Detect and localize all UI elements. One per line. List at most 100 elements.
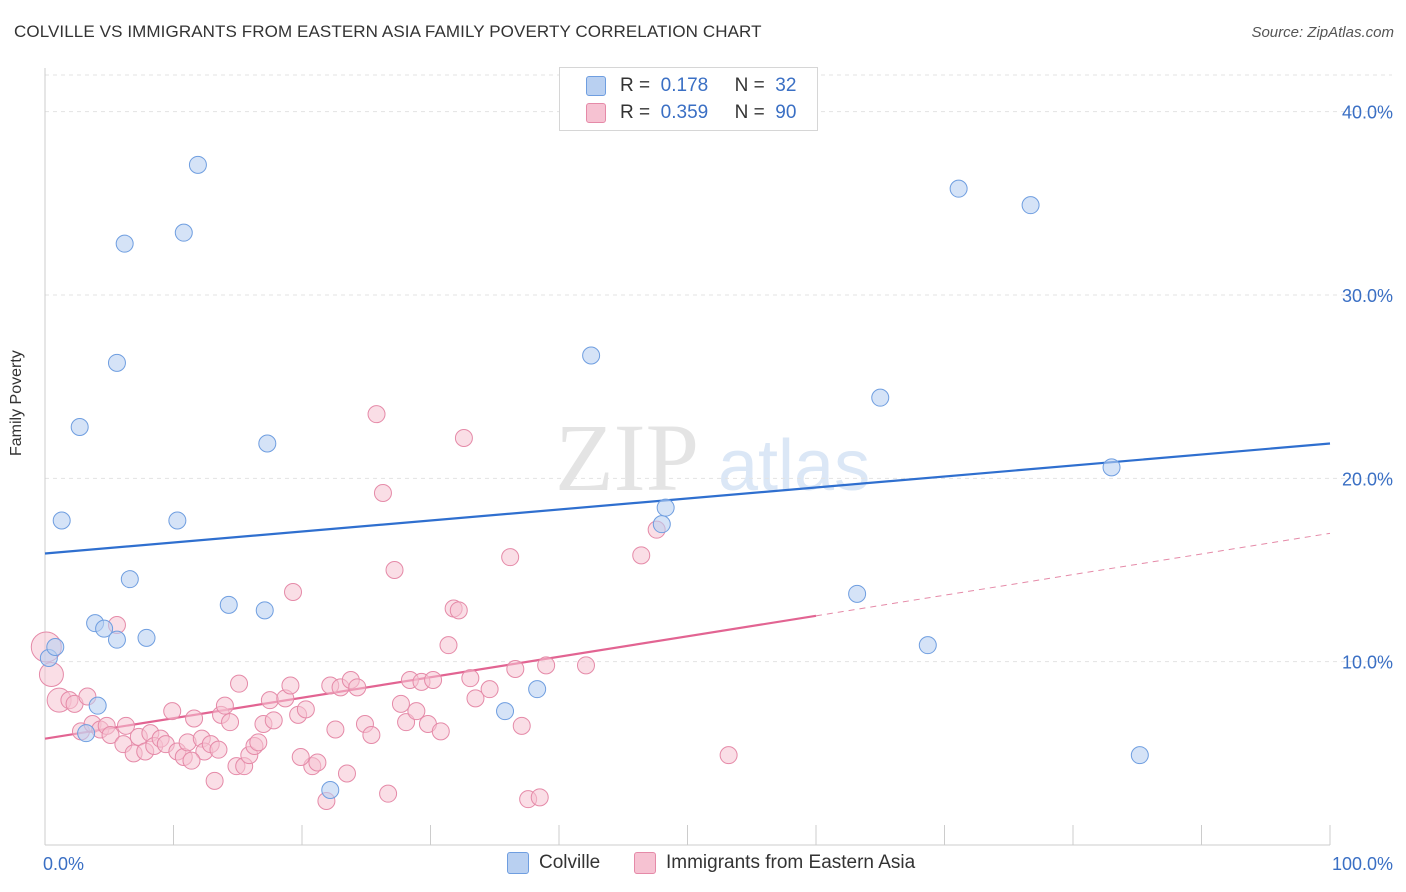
legend-r-label: R =: [620, 75, 651, 96]
data-point-colville: [656, 498, 675, 517]
data-point-colville: [918, 636, 937, 655]
axes: [44, 68, 1331, 846]
legend-swatch-colville: [586, 76, 606, 96]
source-label: Source: ZipAtlas.com: [1251, 24, 1394, 41]
data-point-colville: [168, 511, 187, 530]
bottom-legend-swatch-immigrants: [634, 852, 656, 874]
data-point-immigrants: [449, 601, 468, 620]
data-point-colville: [52, 511, 71, 530]
legend-r-value: 0.178: [660, 75, 709, 96]
data-point-immigrants: [512, 716, 531, 735]
data-point-immigrants: [530, 788, 549, 807]
series-immigrants-eastern-asia: [30, 405, 738, 810]
chart-title: COLVILLE VS IMMIGRANTS FROM EASTERN ASIA…: [14, 22, 762, 41]
data-point-colville: [70, 418, 89, 436]
series-colville: [39, 155, 1149, 799]
data-point-immigrants: [385, 561, 404, 579]
data-point-immigrants: [362, 726, 381, 744]
data-point-colville: [219, 595, 238, 614]
data-point-immigrants: [205, 771, 224, 790]
data-point-immigrants: [101, 726, 120, 744]
data-point-immigrants: [454, 429, 473, 447]
legend-n-value: 90: [775, 102, 797, 123]
data-point-colville: [871, 388, 890, 407]
data-point-immigrants: [185, 709, 204, 728]
data-point-colville: [107, 630, 126, 649]
data-point-immigrants: [397, 713, 416, 732]
y-tick-label: 20.0%: [1342, 469, 1393, 489]
data-point-immigrants: [215, 696, 234, 715]
data-point-colville: [848, 584, 867, 603]
data-point-colville: [137, 628, 156, 647]
data-point-immigrants: [291, 748, 310, 766]
data-point-colville: [255, 601, 274, 620]
data-point-colville: [95, 619, 114, 638]
watermark-zip: ZIP: [555, 404, 699, 511]
data-point-immigrants: [407, 702, 426, 721]
bottom-legend-colville: Colville: [507, 852, 600, 874]
data-point-immigrants: [719, 746, 738, 765]
data-point-immigrants: [461, 669, 480, 688]
data-point-immigrants: [439, 636, 458, 655]
correlation-legend: R = 0.178 N = 32 R = 0.359 N = 90: [559, 67, 818, 131]
data-point-immigrants: [431, 722, 450, 741]
bottom-legend-label: Colville: [539, 852, 601, 873]
data-point-immigrants: [296, 700, 315, 719]
legend-n-label: N =: [734, 102, 765, 123]
bottom-legend-label: Immigrants from Eastern Asia: [666, 852, 916, 873]
x-tick-label-end: 100.0%: [1332, 854, 1393, 874]
data-point-colville: [258, 434, 277, 453]
data-point-colville: [88, 696, 107, 715]
data-point-colville: [174, 223, 193, 242]
data-point-colville: [528, 680, 547, 699]
data-point-immigrants: [221, 713, 240, 732]
data-point-immigrants: [632, 546, 651, 565]
data-point-immigrants: [367, 405, 386, 424]
legend-r-value: 0.359: [660, 102, 709, 123]
data-point-colville: [115, 234, 134, 253]
data-point-immigrants: [284, 583, 303, 601]
data-point-immigrants: [308, 753, 327, 772]
tick-labels: 10.0% 20.0% 30.0% 40.0% 0.0% 100.0%: [43, 103, 1393, 874]
data-point-immigrants: [480, 680, 499, 699]
data-point-colville: [652, 515, 671, 534]
x-tick-label-start: 0.0%: [43, 854, 84, 874]
data-point-immigrants: [163, 702, 182, 721]
data-point-colville: [321, 781, 340, 799]
data-point-colville: [107, 353, 126, 372]
data-point-immigrants: [466, 689, 485, 708]
data-point-immigrants: [249, 733, 268, 752]
data-point-colville: [1102, 458, 1121, 477]
legend-n-value: 32: [775, 75, 797, 96]
legend-row-colville: R = 0.178 N = 32: [586, 74, 796, 98]
data-point-colville: [496, 702, 515, 721]
data-point-colville: [46, 638, 65, 656]
data-point-immigrants: [209, 740, 228, 759]
y-tick-label: 30.0%: [1342, 286, 1393, 306]
watermark: ZIP atlas: [555, 404, 870, 511]
data-point-immigrants: [373, 484, 392, 502]
data-point-immigrants: [501, 548, 520, 567]
data-point-immigrants: [576, 656, 595, 675]
data-point-immigrants: [537, 656, 556, 675]
data-point-immigrants: [116, 716, 135, 735]
data-point-colville: [582, 346, 601, 365]
data-point-immigrants: [337, 764, 356, 783]
data-point-immigrants: [326, 720, 345, 739]
y-tick-label: 10.0%: [1342, 653, 1393, 673]
data-point-colville: [188, 155, 207, 174]
data-point-immigrants: [348, 678, 367, 697]
data-point-colville: [1130, 746, 1149, 765]
legend-row-immigrants: R = 0.359 N = 90: [586, 101, 796, 125]
data-point-colville: [949, 179, 968, 198]
data-point-immigrants: [264, 711, 283, 730]
data-point-immigrants: [506, 660, 525, 678]
grid-lines: [45, 74, 1392, 663]
data-point-immigrants: [260, 691, 279, 710]
data-point-colville: [120, 570, 139, 589]
legend-r-label: R =: [620, 102, 651, 123]
data-point-immigrants: [182, 751, 201, 770]
data-point-immigrants: [230, 674, 249, 693]
bottom-legend-immigrants: Immigrants from Eastern Asia: [634, 852, 915, 874]
